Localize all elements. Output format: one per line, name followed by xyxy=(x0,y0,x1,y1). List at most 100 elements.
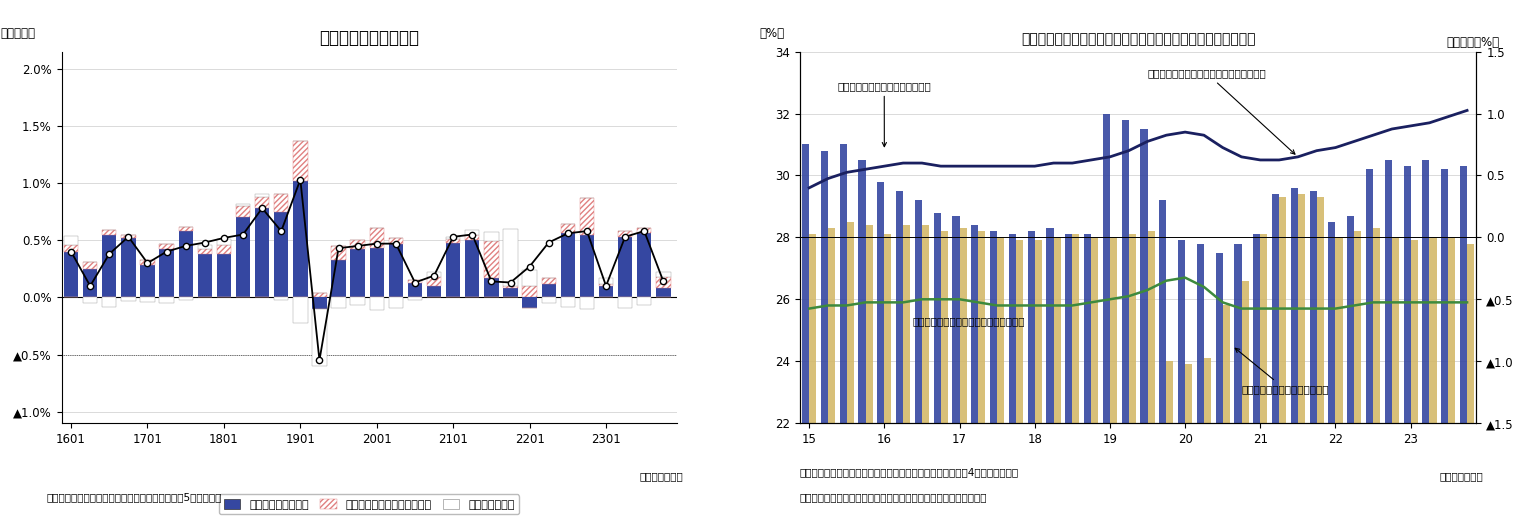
Title: 所定内給与の要因分解: 所定内給与の要因分解 xyxy=(318,29,420,47)
Bar xyxy=(1035,240,1041,516)
Bar xyxy=(598,278,614,284)
Bar xyxy=(618,297,632,308)
Bar xyxy=(312,297,326,309)
Bar xyxy=(598,284,614,286)
Bar xyxy=(408,280,421,283)
Bar xyxy=(102,234,117,297)
Bar xyxy=(1355,231,1361,516)
Bar xyxy=(235,217,251,297)
Bar xyxy=(389,244,403,297)
Bar xyxy=(1178,240,1186,516)
Bar xyxy=(1186,364,1192,516)
Bar xyxy=(65,245,78,252)
Bar xyxy=(884,234,892,516)
Bar xyxy=(484,241,498,278)
Text: （資料）厚生労働省「毎月勤労統計（事業所規模5人以上）」: （資料）厚生労働省「毎月勤労統計（事業所規模5人以上）」 xyxy=(46,492,221,503)
Bar xyxy=(351,249,365,297)
Text: 前年差・労働力調査（右目盛）: 前年差・労働力調査（右目盛） xyxy=(1235,348,1329,394)
Bar xyxy=(978,231,986,516)
Bar xyxy=(389,297,403,308)
Bar xyxy=(523,297,537,308)
Bar xyxy=(541,284,555,297)
Bar xyxy=(637,297,652,305)
Bar xyxy=(503,286,518,288)
Bar xyxy=(897,191,903,516)
Bar xyxy=(255,195,269,197)
Bar xyxy=(178,297,192,300)
Bar xyxy=(83,297,97,303)
Bar xyxy=(915,200,921,516)
Bar xyxy=(561,297,575,307)
Bar xyxy=(1366,169,1373,516)
Bar xyxy=(294,181,308,297)
Bar xyxy=(941,231,947,516)
Text: （%）: （%） xyxy=(760,27,784,40)
Bar xyxy=(274,195,289,212)
Bar xyxy=(637,233,652,297)
Bar xyxy=(1121,120,1129,516)
Bar xyxy=(1460,166,1467,516)
Bar xyxy=(446,237,460,239)
Bar xyxy=(122,238,135,297)
Bar xyxy=(446,243,460,297)
Bar xyxy=(934,213,941,516)
Bar xyxy=(1046,228,1054,516)
Bar xyxy=(1429,237,1436,516)
Text: （前年比）: （前年比） xyxy=(0,27,35,40)
Bar xyxy=(1335,237,1343,516)
Bar xyxy=(1329,222,1335,516)
Bar xyxy=(1072,234,1080,516)
Bar xyxy=(65,252,78,297)
Bar xyxy=(408,283,421,297)
Bar xyxy=(618,231,632,237)
Bar xyxy=(952,216,960,516)
Bar xyxy=(1235,244,1241,516)
Bar xyxy=(351,297,365,305)
Bar xyxy=(561,224,575,233)
Text: （年・四半期）: （年・四半期） xyxy=(1440,472,1483,481)
Bar xyxy=(637,228,652,233)
Bar xyxy=(1147,231,1155,516)
Bar xyxy=(369,248,384,297)
Bar xyxy=(255,197,269,208)
Bar xyxy=(217,254,231,297)
Bar xyxy=(1215,253,1223,516)
Bar xyxy=(312,309,326,366)
Bar xyxy=(102,297,117,307)
Legend: 一般労働者賃金要因, パートタイム労働者賃金要因, パート比率要因: 一般労働者賃金要因, パートタイム労働者賃金要因, パート比率要因 xyxy=(220,494,518,514)
Bar xyxy=(274,212,289,297)
Bar xyxy=(484,278,498,297)
Bar xyxy=(369,297,384,310)
Bar xyxy=(294,141,308,181)
Bar xyxy=(580,234,594,297)
Bar xyxy=(541,278,555,284)
Bar xyxy=(1140,129,1147,516)
Bar xyxy=(331,297,346,308)
Bar xyxy=(178,227,192,231)
Bar xyxy=(140,297,155,302)
Bar xyxy=(1066,234,1072,516)
Bar xyxy=(1103,114,1110,516)
Bar xyxy=(801,144,809,516)
Bar xyxy=(1449,237,1455,516)
Bar xyxy=(1410,240,1418,516)
Bar xyxy=(598,286,614,297)
Bar xyxy=(997,237,1004,516)
Bar xyxy=(1317,197,1324,516)
Bar xyxy=(523,286,537,297)
Bar xyxy=(464,234,480,240)
Bar xyxy=(464,240,480,297)
Bar xyxy=(122,297,135,301)
Bar xyxy=(160,244,174,249)
Bar xyxy=(1017,240,1023,516)
Bar xyxy=(294,297,308,322)
Bar xyxy=(83,269,97,297)
Text: 前年差・毎月勤労統計（右目盛）: 前年差・毎月勤労統計（右目盛） xyxy=(837,80,930,147)
Bar xyxy=(657,288,671,297)
Bar xyxy=(83,262,97,269)
Bar xyxy=(1272,194,1280,516)
Bar xyxy=(580,198,594,234)
Bar xyxy=(446,239,460,243)
Bar xyxy=(503,229,518,286)
Bar xyxy=(198,245,212,249)
